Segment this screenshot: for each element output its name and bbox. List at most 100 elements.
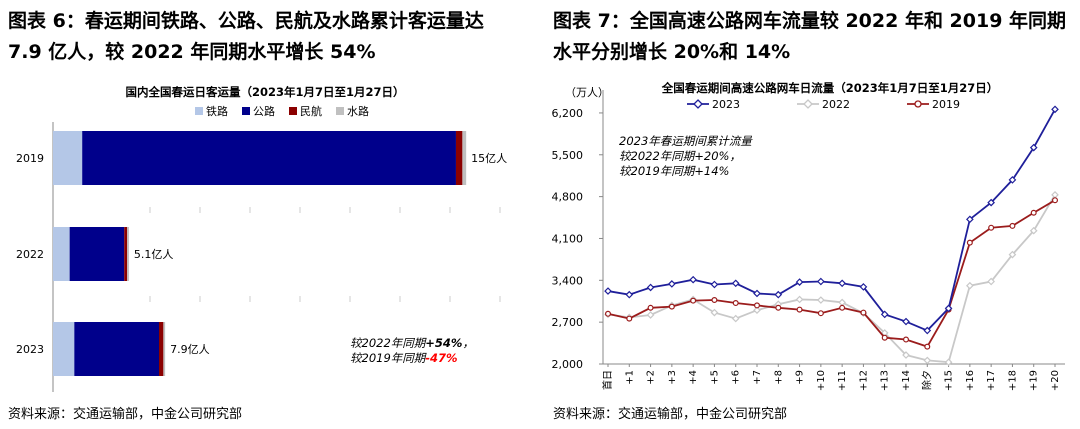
legend-marker-1 <box>803 99 813 109</box>
data-point-2019 <box>690 297 697 304</box>
line-annotation-1: 2023年春运期间累计流量 <box>619 134 753 148</box>
legend-swatch-0 <box>195 107 203 115</box>
data-point-2022 <box>1008 250 1017 259</box>
data-point-2022 <box>987 277 995 286</box>
x-tick-label: +3 <box>667 370 678 385</box>
left-source: 资料来源：交通运输部，中金公司研究部 <box>8 407 243 422</box>
x-tick-label: 除夕 <box>920 370 933 390</box>
data-point-2019 <box>924 343 931 350</box>
data-point-2022 <box>902 351 910 359</box>
left-title-line1: 图表 6：春运期间铁路、公路、民航及水路累计客运量达 <box>8 10 484 32</box>
data-point-2023 <box>1029 143 1038 152</box>
bar-segment-2019-1 <box>82 131 456 185</box>
x-tick-label: +9 <box>795 370 806 385</box>
y-tick-label: 2,700 <box>552 316 584 329</box>
x-tick-label: +10 <box>816 370 827 391</box>
data-point-2019 <box>1009 222 1016 229</box>
legend-label-0: 2023 <box>712 98 740 111</box>
bar-category-label: 2019 <box>16 152 44 165</box>
data-point-2022 <box>817 296 825 304</box>
right-source: 资料来源：交通运输部，中金公司研究部 <box>553 407 788 422</box>
data-point-2022 <box>753 306 761 315</box>
data-point-2022 <box>795 295 804 304</box>
series-line-2019 <box>607 199 1056 348</box>
data-point-2023 <box>604 287 612 295</box>
data-point-2023 <box>710 280 719 289</box>
left-panel: 图表 6：春运期间铁路、公路、民航及水路累计客运量达 7.9 亿人，较 2022… <box>8 6 533 422</box>
right-figure-title: 图表 7：全国高速公路网车流量较 2022 年和 2019 年同期 水平分别增长… <box>553 6 1078 68</box>
y-tick-label: 2,000 <box>552 358 584 371</box>
bar-segment-2022-0 <box>53 227 70 281</box>
x-tick-label: +19 <box>1029 370 1040 391</box>
bar-segment-2019-2 <box>455 131 463 185</box>
data-point-2019 <box>839 304 846 311</box>
data-point-2023 <box>923 326 932 335</box>
legend-swatch-3 <box>336 107 344 115</box>
bar-total-label: 5.1亿人 <box>134 248 174 261</box>
data-point-2023 <box>774 290 783 299</box>
bar-chart-title: 国内全国春运日客运量（2023年1月7日至1月27日） <box>125 85 404 99</box>
data-point-2023 <box>1051 105 1059 114</box>
legend-label-2: 2019 <box>932 98 960 111</box>
data-point-2023 <box>838 279 846 288</box>
data-point-2023 <box>817 277 825 286</box>
y-axis-unit: （万人） <box>565 86 609 99</box>
data-point-2019 <box>626 315 633 322</box>
data-point-2019 <box>754 302 761 309</box>
bar-segment-2023-2 <box>158 322 164 376</box>
x-tick-label: +18 <box>1007 370 1018 391</box>
x-tick-label: +5 <box>709 370 720 385</box>
data-point-2019 <box>1030 209 1037 216</box>
annotation-prefix-1: 较2022年同期 <box>350 336 427 350</box>
data-point-2019 <box>988 224 995 231</box>
left-title-line2: 7.9 亿人，较 2022 年同期水平增长 54% <box>8 41 376 63</box>
left-figure-title: 图表 6：春运期间铁路、公路、民航及水路累计客运量达 7.9 亿人，较 2022… <box>8 6 533 68</box>
bar-segment-2022-3 <box>127 227 129 281</box>
data-point-2023 <box>731 279 740 288</box>
data-point-2023 <box>902 317 910 326</box>
x-tick-label: +14 <box>901 370 912 391</box>
data-point-2022 <box>710 308 719 317</box>
legend-label-0: 铁路 <box>206 105 228 118</box>
line-annotation-2: 较2022年同期+20%， <box>619 149 741 163</box>
x-tick-label: +17 <box>986 370 997 391</box>
legend-swatch-1 <box>242 107 250 115</box>
legend-label-3: 水路 <box>347 105 369 118</box>
data-point-2023 <box>753 289 761 298</box>
legend-label-1: 2022 <box>822 98 850 111</box>
data-point-2022 <box>1029 226 1038 235</box>
data-point-2022 <box>923 356 932 365</box>
data-point-2023 <box>668 280 676 288</box>
data-point-2019 <box>1052 197 1059 204</box>
data-point-2023 <box>880 310 889 319</box>
data-point-2019 <box>711 297 718 304</box>
annotation-value-1: +54% <box>425 336 462 350</box>
bar-segment-2023-0 <box>53 322 75 376</box>
y-tick-label: 3,400 <box>552 274 584 287</box>
bar-annotation-line2: 较2019年同期-47% <box>350 351 458 365</box>
annotation-prefix-2: 较2019年同期 <box>350 351 427 365</box>
x-tick-label: +1 <box>624 370 635 385</box>
bar-category-label: 2022 <box>16 248 44 261</box>
x-tick-label: +6 <box>731 370 742 385</box>
x-tick-label: 首日 <box>601 370 614 390</box>
bar-segment-2023-3 <box>163 322 166 376</box>
bar-segment-2022-2 <box>124 227 128 281</box>
x-tick-label: +7 <box>752 370 763 385</box>
legend-marker-2 <box>914 100 922 108</box>
line-chart: 全国春运期间高速公路网车日流量（2023年1月7日至1月27日） （万人） 2023… <box>552 81 1065 391</box>
line-chart-title: 全国春运期间高速公路网车日流量（2023年1月7日至1月27日） <box>661 81 999 95</box>
x-tick-label: +15 <box>944 370 955 391</box>
x-tick-label: +20 <box>1050 370 1061 391</box>
y-tick-label: 5,500 <box>552 149 584 162</box>
bar-segment-2023-1 <box>74 322 159 376</box>
data-point-2019 <box>775 304 782 311</box>
legend-label-2: 民航 <box>300 104 322 118</box>
data-point-2019 <box>732 300 739 307</box>
x-tick-label: +4 <box>688 370 699 385</box>
x-tick-label: +12 <box>858 370 869 391</box>
y-tick-label: 4,800 <box>552 191 584 204</box>
data-point-2019 <box>604 310 611 317</box>
x-tick-label: +8 <box>773 370 784 385</box>
data-point-2022 <box>944 358 953 367</box>
